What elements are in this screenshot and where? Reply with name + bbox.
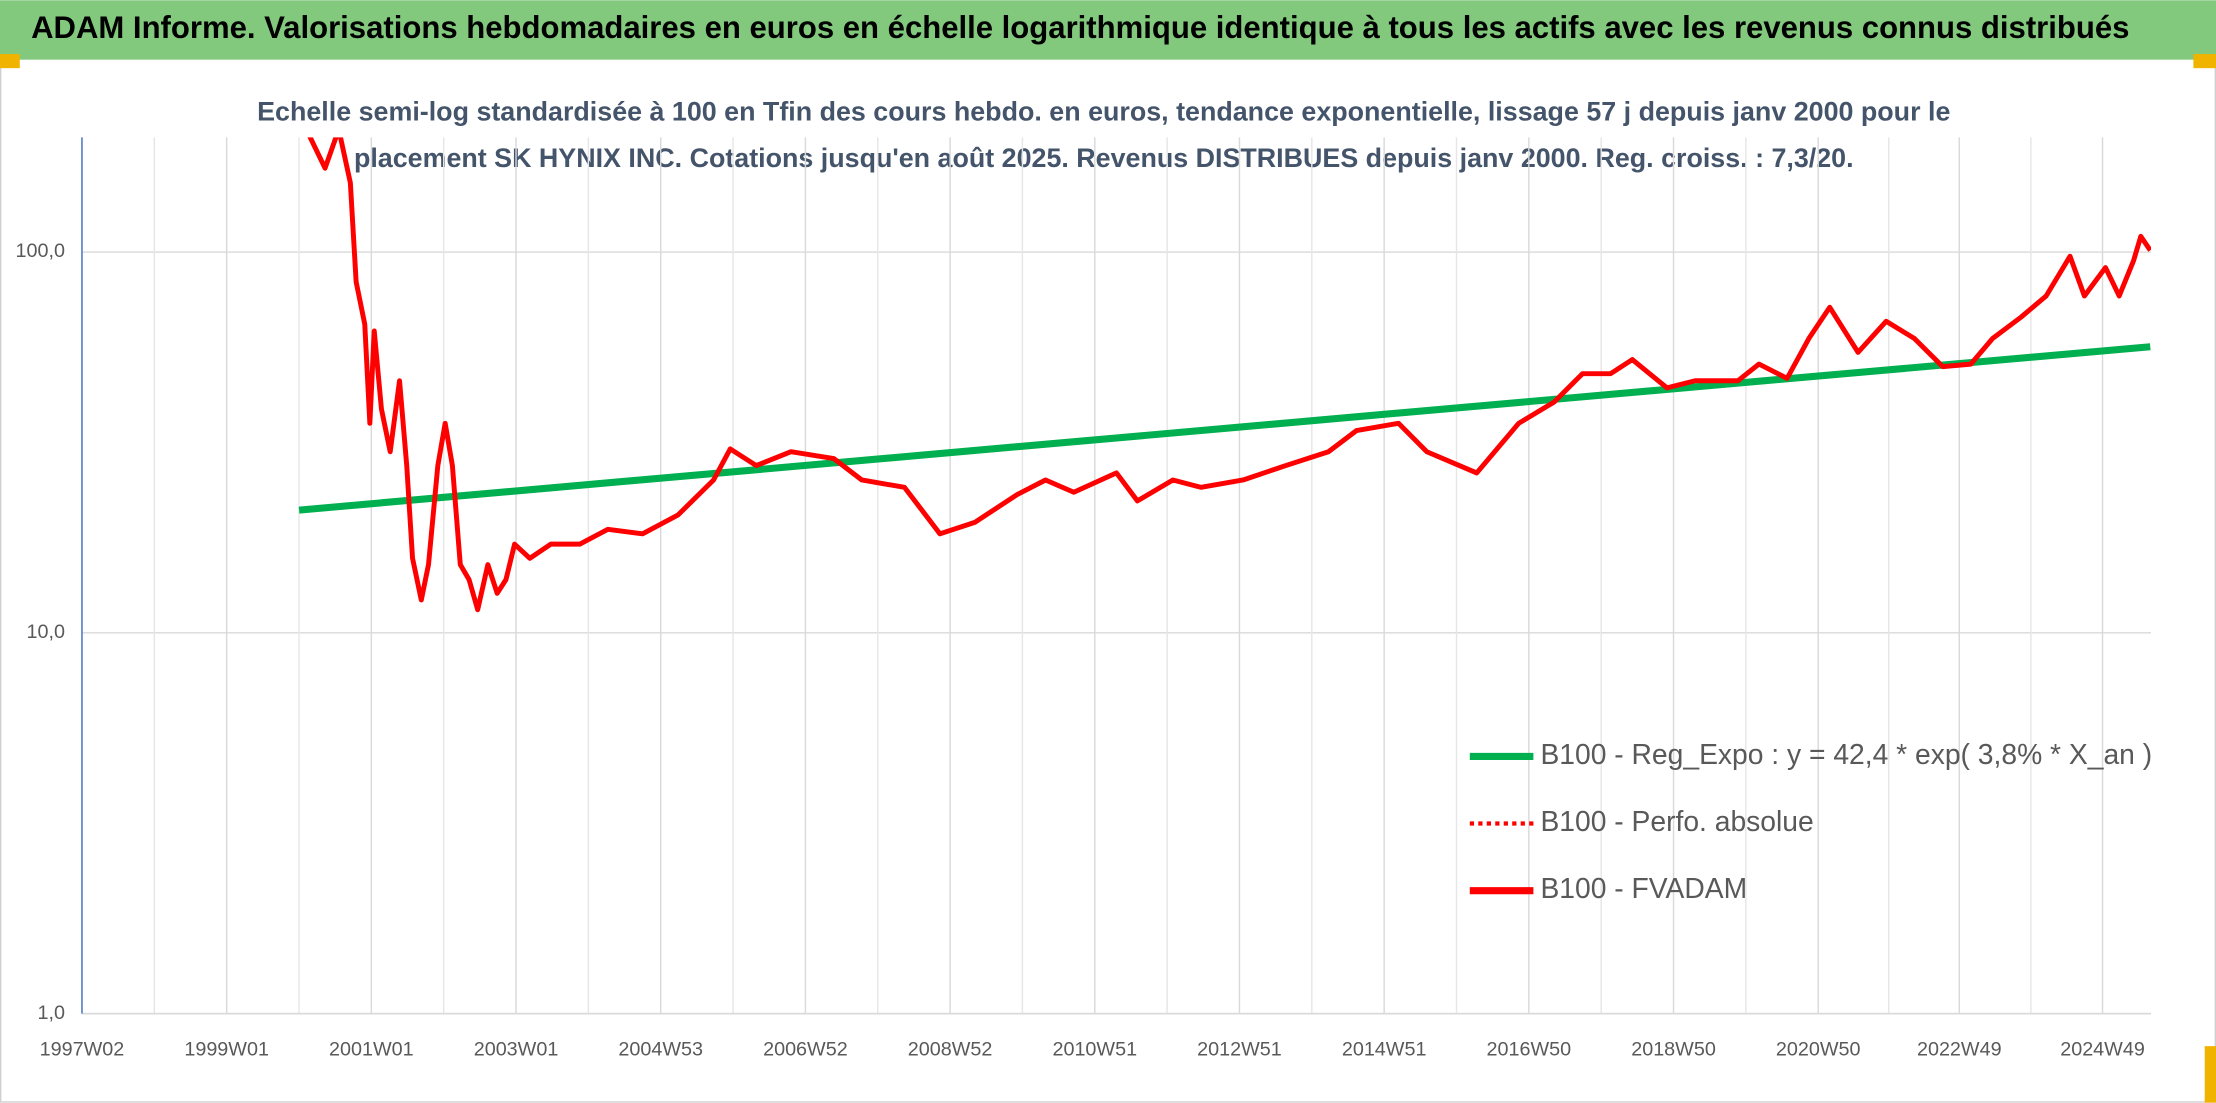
x-tick-label: 2018W50 — [1631, 1039, 1716, 1061]
x-tick-label: 2024W49 — [2060, 1039, 2145, 1061]
chart-subtitle: Echelle semi-log standardisée à 100 en T… — [257, 96, 1950, 126]
legend-label: B100 - Perfo. absolue — [1540, 805, 1813, 837]
x-tick-label: 2004W53 — [618, 1039, 703, 1061]
corner-mark — [2204, 1046, 2216, 1103]
legend-label: B100 - FVADAM — [1540, 872, 1747, 904]
chart-subtitle: placement SK HYNIX INC. Cotations jusqu'… — [354, 143, 1854, 173]
series-line — [307, 137, 2151, 613]
plot-area — [298, 137, 2151, 613]
x-tick-label: 1997W02 — [40, 1039, 125, 1061]
x-tick-label: 2001W01 — [329, 1039, 414, 1061]
corner-mark — [2193, 54, 2216, 69]
legend-label: B100 - Reg_Expo : y = 42,4 * exp( 3,8% *… — [1540, 738, 2152, 770]
header-bar — [0, 0, 2216, 60]
x-tick-label: 2012W51 — [1197, 1039, 1282, 1061]
x-tick-label: 2016W50 — [1487, 1039, 1572, 1061]
x-tick-label: 2014W51 — [1342, 1039, 1427, 1061]
x-tick-label: 2003W01 — [474, 1039, 559, 1061]
legend: B100 - Reg_Expo : y = 42,4 * exp( 3,8% *… — [1469, 738, 2152, 904]
y-tick-label: 1,0 — [38, 1002, 65, 1024]
y-tick-label: 100,0 — [16, 240, 65, 262]
x-tick-label: 2022W49 — [1917, 1039, 2002, 1061]
series-line — [298, 343, 2151, 514]
header-title: ADAM Informe. Valorisations hebdomadaire… — [31, 10, 2129, 45]
x-tick-label: 2020W50 — [1776, 1039, 1861, 1061]
corner-mark — [0, 54, 20, 69]
x-tick-label: 2006W52 — [763, 1039, 848, 1061]
x-tick-label: 2008W52 — [908, 1039, 993, 1061]
grid: 1,0 10,0 100,0 1997W02 1999W01 2001W01 2003W01… — [16, 137, 2151, 1061]
y-tick-label: 10,0 — [27, 621, 65, 643]
x-tick-label: 2010W51 — [1052, 1039, 1137, 1061]
x-tick-label: 1999W01 — [184, 1039, 269, 1061]
